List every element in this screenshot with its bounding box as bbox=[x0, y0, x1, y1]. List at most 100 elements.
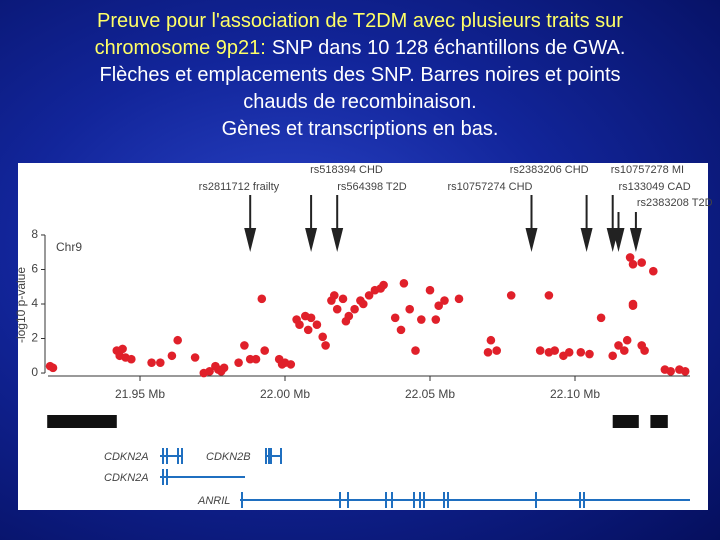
gene-label: ANRIL bbox=[197, 495, 230, 507]
figure-panel bbox=[18, 163, 708, 510]
data-point bbox=[622, 335, 632, 345]
y-tick-label: 6 bbox=[31, 262, 38, 276]
x-tick-label: 21.95 Mb bbox=[115, 387, 165, 401]
data-point bbox=[219, 363, 229, 373]
data-point bbox=[628, 260, 638, 269]
snp-label: rs2383208 T2D bbox=[637, 197, 713, 209]
y-tick-label: 4 bbox=[31, 296, 38, 310]
data-point bbox=[48, 363, 58, 373]
data-point bbox=[379, 280, 388, 290]
gene-tracks bbox=[160, 448, 690, 508]
x-tick-label: 22.05 Mb bbox=[405, 387, 455, 401]
data-point bbox=[399, 278, 409, 288]
recombination-bar bbox=[612, 415, 639, 428]
data-point bbox=[411, 346, 420, 355]
snp-label: rs518394 CHD bbox=[310, 164, 383, 176]
data-point bbox=[344, 311, 354, 321]
snp-arrow-head bbox=[305, 228, 318, 252]
data-point bbox=[486, 335, 496, 345]
data-point bbox=[564, 348, 574, 357]
y-tick-label: 8 bbox=[31, 227, 38, 241]
data-point bbox=[332, 304, 342, 314]
data-point bbox=[318, 332, 328, 342]
x-tick-label: 22.10 Mb bbox=[550, 387, 600, 401]
data-point bbox=[492, 346, 502, 355]
title-line: Gènes et transcriptions en bas. bbox=[222, 118, 499, 140]
data-point bbox=[359, 299, 368, 309]
data-point bbox=[550, 346, 559, 355]
data-point bbox=[251, 354, 261, 364]
data-point bbox=[156, 358, 165, 367]
data-point bbox=[190, 353, 200, 362]
data-point bbox=[596, 313, 606, 323]
snp-label: rs2811712 frailty bbox=[199, 181, 280, 193]
title-segment: Preuve pour l'association de T2DM avec p… bbox=[97, 10, 623, 32]
snp-arrow-head bbox=[525, 228, 538, 252]
data-point bbox=[454, 294, 464, 304]
title-line: chromosome 9p21: SNP dans 10 128 échantil… bbox=[95, 37, 626, 59]
data-point bbox=[257, 294, 267, 304]
y-tick-label: 0 bbox=[31, 365, 38, 379]
y-axis-label: -log10 p-value bbox=[14, 267, 28, 343]
data-point bbox=[286, 360, 296, 369]
data-point bbox=[396, 325, 406, 335]
x-tick-label: 22.00 Mb bbox=[260, 387, 310, 401]
data-point bbox=[173, 335, 182, 345]
gene-label: CDKN2B bbox=[206, 451, 251, 463]
data-point bbox=[390, 313, 400, 323]
data-point bbox=[506, 291, 516, 300]
data-point bbox=[405, 304, 415, 314]
data-point bbox=[147, 358, 156, 367]
data-point bbox=[431, 315, 441, 324]
snp-label: rs10757278 MI bbox=[611, 164, 684, 176]
title-segment: SNP dans 10 128 échantillons de GWA. bbox=[272, 37, 626, 59]
data-point bbox=[614, 341, 623, 350]
title-segment: chauds de recombinaison. bbox=[243, 91, 476, 113]
data-point bbox=[544, 291, 554, 300]
data-point bbox=[205, 366, 214, 376]
data-point bbox=[303, 325, 313, 335]
title: Preuve pour l'association de T2DM avec p… bbox=[95, 10, 626, 140]
data-point bbox=[350, 304, 359, 314]
data-point bbox=[535, 346, 545, 355]
data-point bbox=[640, 346, 649, 355]
data-point bbox=[666, 366, 675, 376]
data-point bbox=[330, 291, 339, 300]
y-tick-label: 2 bbox=[31, 331, 38, 345]
data-point bbox=[425, 285, 435, 295]
title-line: chauds de recombinaison. bbox=[243, 91, 476, 113]
snp-label: rs2383206 CHD bbox=[510, 164, 589, 176]
data-point bbox=[240, 341, 249, 350]
snp-label: rs10757274 CHD bbox=[448, 181, 533, 193]
data-point bbox=[434, 301, 444, 311]
title-segment: Flèches et emplacements des SNP. Barres … bbox=[100, 64, 621, 86]
data-point bbox=[637, 258, 646, 267]
gene-label: CDKN2A bbox=[104, 451, 149, 463]
snp-label: rs564398 T2D bbox=[337, 181, 407, 193]
data-point bbox=[440, 296, 449, 305]
snp-label: rs133049 CAD bbox=[619, 181, 691, 193]
figure: Chr9 -log10 p-value CDKN2A CDKN2B CDKN2A… bbox=[14, 164, 713, 508]
data-point bbox=[234, 358, 243, 367]
data-point bbox=[338, 294, 348, 304]
title-segment: chromosome 9p21: bbox=[95, 37, 266, 59]
data-point bbox=[260, 346, 270, 355]
data-point bbox=[625, 253, 635, 262]
snp-arrow-head bbox=[612, 228, 625, 252]
data-point bbox=[649, 266, 658, 276]
data-point bbox=[608, 351, 617, 361]
data-point bbox=[483, 348, 493, 357]
snp-arrow-head bbox=[331, 228, 344, 252]
data-point bbox=[167, 351, 177, 361]
data-point bbox=[312, 320, 322, 330]
data-point bbox=[620, 346, 629, 355]
recombination-bar bbox=[47, 415, 117, 428]
data-point bbox=[680, 366, 690, 376]
data-point bbox=[321, 341, 330, 350]
data-point bbox=[306, 313, 316, 323]
data-point bbox=[364, 291, 374, 300]
title-line: Flèches et emplacements des SNP. Barres … bbox=[100, 64, 621, 86]
data-point bbox=[127, 354, 136, 364]
